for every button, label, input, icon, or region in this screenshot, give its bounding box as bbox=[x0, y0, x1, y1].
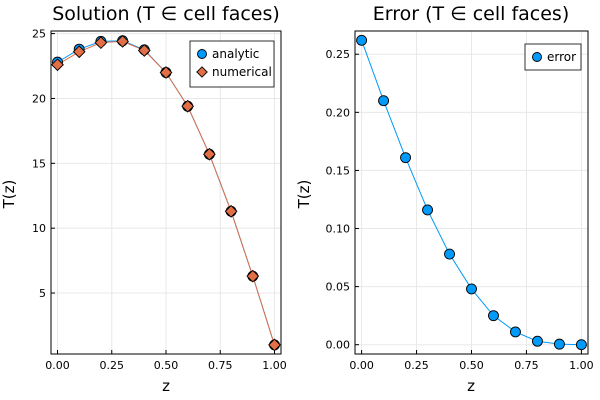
data-point-numerical bbox=[181, 99, 195, 113]
chart-title-solution: Solution (T ∈ cell faces) bbox=[52, 3, 280, 25]
data-point-error bbox=[488, 310, 499, 322]
error-panel: Error (T ∈ cell faces) z T(z) 0.00 0.25 0.… bbox=[295, 3, 594, 395]
gridlines-error bbox=[355, 31, 588, 354]
data-point-error bbox=[553, 338, 565, 350]
data-point-error bbox=[531, 335, 543, 347]
y-axis-label-solution: T(z) bbox=[0, 180, 18, 210]
data-point-error bbox=[444, 248, 455, 260]
x-tick-label: 0.00 bbox=[45, 359, 70, 372]
legend-label-analytic: analytic bbox=[212, 47, 259, 61]
x-axis-label-error: z bbox=[467, 377, 475, 395]
legend-marker-numerical bbox=[196, 66, 208, 78]
data-point-error bbox=[356, 34, 368, 46]
y-tick-label: 0.10 bbox=[326, 223, 351, 236]
data-point-numerical bbox=[268, 338, 281, 352]
data-point-error bbox=[378, 95, 390, 107]
y-tick-label: 15 bbox=[32, 157, 46, 170]
x-tick-label: 0.50 bbox=[154, 359, 179, 372]
data-point-numerical bbox=[159, 66, 173, 79]
y-tick-label: 10 bbox=[32, 222, 46, 235]
legend-marker-error bbox=[532, 52, 542, 62]
y-tick-label: 0.00 bbox=[326, 339, 351, 352]
data-point-numerical bbox=[137, 44, 151, 57]
data-point-numerical bbox=[116, 34, 129, 48]
legend-box bbox=[189, 40, 275, 88]
y-tick-label: 0.25 bbox=[326, 48, 351, 61]
y-tick-label: 25 bbox=[32, 28, 46, 41]
data-point-error bbox=[510, 326, 521, 338]
data-point-numerical bbox=[72, 45, 86, 59]
x-tick-label: 0.00 bbox=[349, 359, 374, 372]
data-point-numerical bbox=[51, 58, 64, 72]
y-tick-label: 5 bbox=[39, 287, 46, 300]
x-tick-label: 1.00 bbox=[569, 359, 594, 372]
x-tick-label: 0.50 bbox=[459, 359, 484, 372]
data-point-numerical bbox=[203, 147, 216, 161]
data-point-numerical bbox=[246, 269, 260, 283]
legend-solution: analytic numerical bbox=[189, 40, 275, 88]
x-tick-label: 1.00 bbox=[262, 359, 287, 372]
series-group-error bbox=[356, 34, 587, 351]
x-tick-label: 0.75 bbox=[208, 359, 233, 372]
x-axis-label-solution: z bbox=[162, 377, 170, 395]
y-tick-label: 0.05 bbox=[326, 281, 351, 294]
x-tick-label: 0.25 bbox=[404, 359, 429, 372]
series-group-solution bbox=[51, 34, 281, 352]
tick-labels-error: 0.00 0.25 0.50 0.75 1.00 0.00 0.05 0.10 0.15 0.20… bbox=[326, 48, 594, 372]
legend-marker-analytic bbox=[197, 49, 207, 59]
y-tick-label: 20 bbox=[32, 92, 46, 105]
data-point-numerical bbox=[94, 36, 108, 50]
legend-label-error: error bbox=[547, 50, 576, 64]
y-axis-label-error: T(z) bbox=[295, 180, 313, 210]
legend-error: error bbox=[524, 43, 582, 71]
legend-label-numerical: numerical bbox=[212, 65, 272, 79]
data-point-error bbox=[575, 339, 587, 351]
y-tick-label: 0.15 bbox=[326, 164, 351, 177]
x-tick-label: 0.75 bbox=[514, 359, 539, 372]
y-tick-label: 0.20 bbox=[326, 106, 351, 119]
solution-panel: Solution (T ∈ cell faces) z T(z) 0.00 0.2… bbox=[0, 3, 287, 395]
data-point-numerical bbox=[224, 204, 238, 218]
data-point-error bbox=[400, 152, 412, 164]
data-point-error bbox=[422, 204, 433, 216]
x-tick-label: 0.25 bbox=[100, 359, 125, 372]
chart-title-error: Error (T ∈ cell faces) bbox=[373, 3, 570, 25]
tick-labels-solution: 0.00 0.25 0.50 0.75 1.00 5 10 15 20 25 bbox=[32, 28, 287, 372]
data-point-error bbox=[466, 283, 477, 295]
